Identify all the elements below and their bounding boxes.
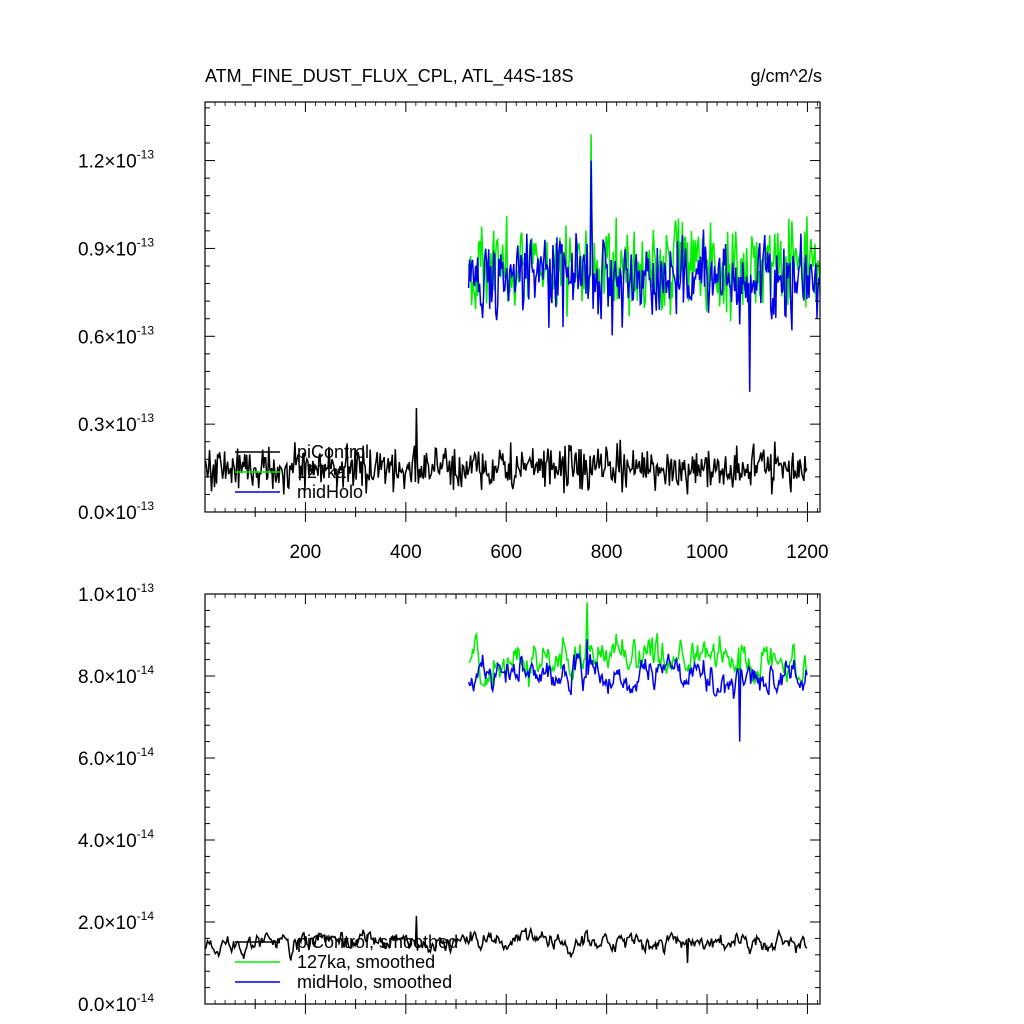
x-tick-label: 600: [490, 542, 522, 563]
series-line-127ka-smoothed: [468, 602, 808, 709]
series-line-127ka: [467, 134, 821, 343]
bottom-y-tick-labels: 0.0×10-14 2.0×10-14 4.0×10-14 6.0×10-14 8.0×…: [78, 581, 154, 1016]
bottom-series-group: [204, 602, 808, 964]
series-line-picontrol-smoothed: [204, 915, 808, 964]
top-panel: ATM_FINE_DUST_FLUX_CPL, ATL_44S-18S g/cm…: [78, 66, 829, 563]
top-ticks: [205, 102, 820, 522]
x-tick-label: 1000: [686, 542, 728, 563]
y-tick-label: 0.3×10-13: [78, 411, 154, 436]
y-tick-label: 0.0×10-13: [78, 499, 154, 524]
units-label: g/cm^2/s: [751, 66, 822, 86]
bottom-panel: 0.0×10-14 2.0×10-14 4.0×10-14 6.0×10-14 8.0×…: [78, 581, 821, 1016]
legend-label: midHolo: [297, 482, 363, 502]
series-line-midholo: [467, 160, 821, 392]
chart-title: ATM_FINE_DUST_FLUX_CPL, ATL_44S-18S: [205, 66, 573, 87]
y-tick-label: 0.6×10-13: [78, 323, 154, 348]
legend-label: piControl, smoothed: [297, 932, 458, 952]
y-tick-label: 1.0×10-13: [78, 581, 154, 606]
top-x-tick-labels: 200 400 600 800 1000 1200: [290, 542, 829, 563]
x-tick-label: 800: [591, 542, 623, 563]
series-line-midholo-smoothed: [467, 639, 808, 742]
bottom-plot-frame: [204, 593, 821, 1005]
x-tick-label: 400: [390, 542, 422, 563]
y-tick-label: 6.0×10-14: [78, 745, 154, 770]
series-line-picontrol: [204, 407, 808, 495]
y-tick-label: 0.9×10-13: [78, 235, 154, 260]
top-plot-frame: [204, 101, 821, 513]
top-y-tick-labels: 0.0×10-13 0.3×10-13 0.6×10-13 0.9×10-13 1.2×…: [78, 148, 154, 524]
y-tick-label: 2.0×10-14: [78, 909, 154, 934]
y-tick-label: 1.2×10-13: [78, 148, 154, 173]
legend-label: 127ka, smoothed: [297, 952, 435, 972]
x-tick-label: 1200: [786, 542, 828, 563]
y-tick-label: 0.0×10-14: [78, 991, 154, 1016]
legend-label: piControl: [297, 442, 369, 462]
y-tick-label: 8.0×10-14: [78, 663, 154, 688]
legend-label: midHolo, smoothed: [297, 972, 452, 992]
legend-label: 127ka: [297, 462, 347, 482]
y-tick-label: 4.0×10-14: [78, 827, 154, 852]
x-tick-label: 200: [290, 542, 322, 563]
top-series-group: [204, 134, 821, 495]
bottom-ticks: [205, 593, 820, 1014]
